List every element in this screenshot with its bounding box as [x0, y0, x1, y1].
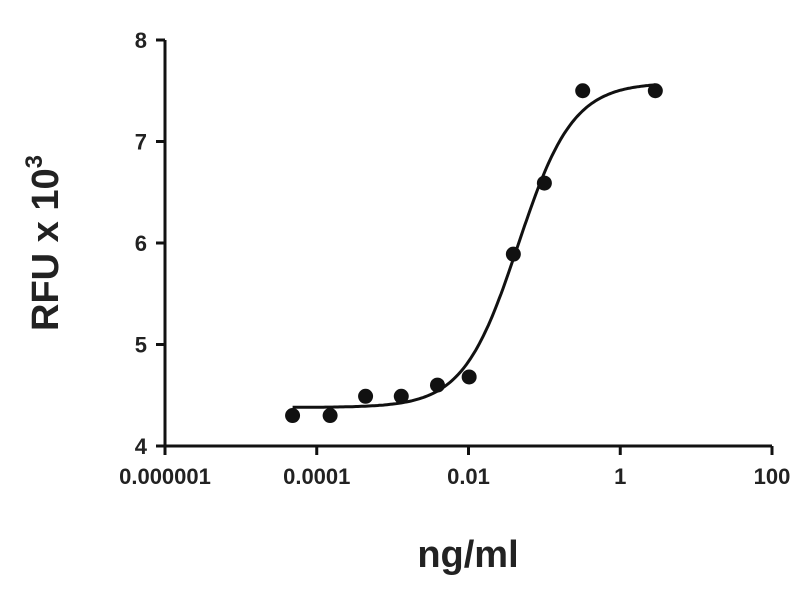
data-points: [285, 83, 663, 424]
data-point: [461, 369, 477, 385]
y-tick-label: 5: [135, 333, 147, 358]
y-tick-label: 7: [135, 130, 147, 155]
fit-curve-group: [292, 83, 656, 409]
data-point: [322, 408, 338, 424]
data-point: [647, 83, 663, 99]
data-point: [575, 83, 591, 99]
x-tick-label: 1: [614, 464, 626, 489]
y-axis-label: RFU x 103: [21, 155, 67, 331]
data-point: [429, 377, 445, 393]
x-axis-label: ng/ml: [417, 534, 518, 576]
data-point: [285, 408, 301, 424]
x-tick-label: 0.000001: [119, 464, 211, 489]
y-axis-label-main: RFU x 10: [25, 168, 67, 331]
x-tick-label: 0.0001: [283, 464, 350, 489]
x-tick-label: 100: [754, 464, 791, 489]
y-tick-label: 6: [135, 231, 147, 256]
data-point: [505, 246, 521, 262]
x-tick-label: 0.01: [447, 464, 490, 489]
data-point: [536, 175, 552, 191]
y-axis-label-exponent: 3: [21, 155, 48, 168]
axes: 4 5 6 7 8 0.000001 0.0001 0.01 1 100: [119, 28, 790, 489]
y-tick-label: 4: [135, 434, 148, 459]
y-tick-label: 8: [135, 28, 147, 53]
data-point: [358, 388, 374, 404]
fit-curve: [292, 83, 656, 409]
data-point: [393, 388, 409, 404]
